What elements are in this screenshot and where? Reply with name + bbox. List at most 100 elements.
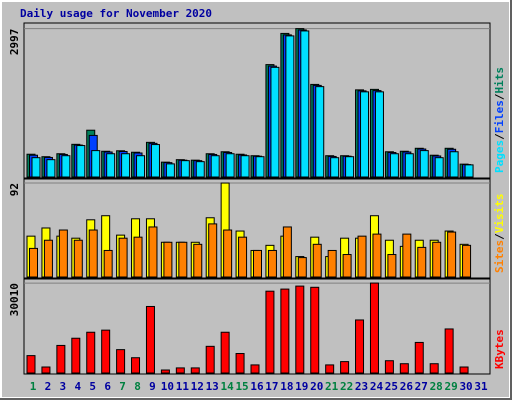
bar [31, 157, 41, 178]
bar [235, 353, 245, 374]
bar [76, 145, 86, 178]
bar [255, 156, 265, 178]
bar [280, 288, 290, 374]
bar [73, 239, 83, 278]
bar [195, 161, 205, 178]
bar [429, 363, 439, 374]
legend-entry: Files [493, 100, 506, 133]
bar [265, 290, 275, 374]
bar [372, 233, 382, 278]
bar [253, 249, 262, 278]
bar [101, 329, 111, 374]
x-tick-label: 8 [134, 380, 141, 393]
x-tick-label: 19 [295, 380, 308, 393]
bar [399, 363, 409, 374]
x-tick-label: 21 [325, 380, 339, 393]
bar [225, 153, 235, 178]
bar [330, 157, 340, 178]
x-tick-label: 13 [206, 380, 219, 393]
bar [270, 66, 280, 178]
bar [86, 331, 96, 374]
bar [190, 367, 200, 374]
bar [325, 364, 335, 374]
x-tick-label: 3 [60, 380, 67, 393]
bar [447, 231, 457, 278]
bar [414, 341, 424, 374]
legend-separator: / [493, 233, 506, 240]
x-tick-label: 20 [310, 380, 323, 393]
bar [369, 282, 379, 374]
bar [46, 159, 56, 178]
bar [355, 319, 365, 374]
bar [205, 345, 215, 374]
legend-entry: Sites [493, 240, 506, 273]
bar [148, 226, 158, 278]
bar [43, 239, 53, 278]
legend-entry: Visits [493, 194, 506, 234]
bar [267, 249, 277, 278]
bar [295, 285, 305, 374]
x-tick-label: 14 [221, 380, 235, 393]
legend-entry: Pages [493, 140, 506, 173]
y-tick-label: 2997 [8, 29, 21, 56]
bar [116, 349, 126, 374]
bar [374, 91, 384, 178]
x-tick-label: 2 [45, 380, 52, 393]
bar [210, 155, 220, 178]
bar [29, 247, 38, 278]
bar [312, 243, 322, 278]
bar [444, 328, 454, 374]
bar [434, 157, 444, 178]
bar [56, 344, 66, 374]
bar [61, 155, 71, 178]
bar [285, 35, 295, 178]
bar [297, 257, 307, 278]
bar [300, 30, 310, 178]
bar [404, 153, 414, 178]
bar [91, 150, 101, 178]
x-tick-label: 15 [235, 380, 248, 393]
x-tick-label: 5 [89, 380, 96, 393]
bar [240, 155, 250, 178]
bar [417, 246, 427, 278]
bar [150, 144, 160, 178]
bar [402, 233, 412, 278]
bar [223, 229, 233, 278]
bar [432, 241, 442, 278]
bar [345, 156, 355, 178]
x-tick-label: 10 [161, 380, 174, 393]
x-tick-label: 29 [445, 380, 458, 393]
bar [208, 223, 218, 278]
x-tick-label: 23 [355, 380, 368, 393]
bar [389, 153, 399, 178]
y-tick-label: 30010 [8, 283, 21, 316]
bar [118, 237, 128, 278]
x-tick-label: 18 [280, 380, 293, 393]
x-tick-label: 9 [149, 380, 156, 393]
x-tick-label: 26 [400, 380, 414, 393]
bar [387, 254, 397, 278]
bar [327, 249, 337, 278]
chart-title: Daily usage for November 2020 [20, 7, 212, 20]
bar [238, 236, 248, 278]
legend: Pages/Files/Hits [493, 67, 506, 173]
bar [41, 366, 51, 374]
legend-separator: / [493, 133, 506, 140]
bar [340, 361, 350, 374]
x-tick-label: 22 [340, 380, 353, 393]
bar [165, 163, 175, 178]
x-tick-label: 4 [74, 380, 81, 393]
y-tick-label: 92 [8, 183, 21, 196]
bar [71, 337, 81, 374]
legend-entry: Hits [493, 67, 506, 94]
bar [178, 241, 188, 278]
bar [145, 305, 155, 374]
bar [462, 244, 472, 278]
bar [220, 331, 230, 374]
bar [121, 153, 131, 178]
bar [160, 369, 170, 374]
bar [163, 241, 173, 278]
bar [58, 229, 68, 278]
legend: Sites/Visits [493, 194, 506, 274]
